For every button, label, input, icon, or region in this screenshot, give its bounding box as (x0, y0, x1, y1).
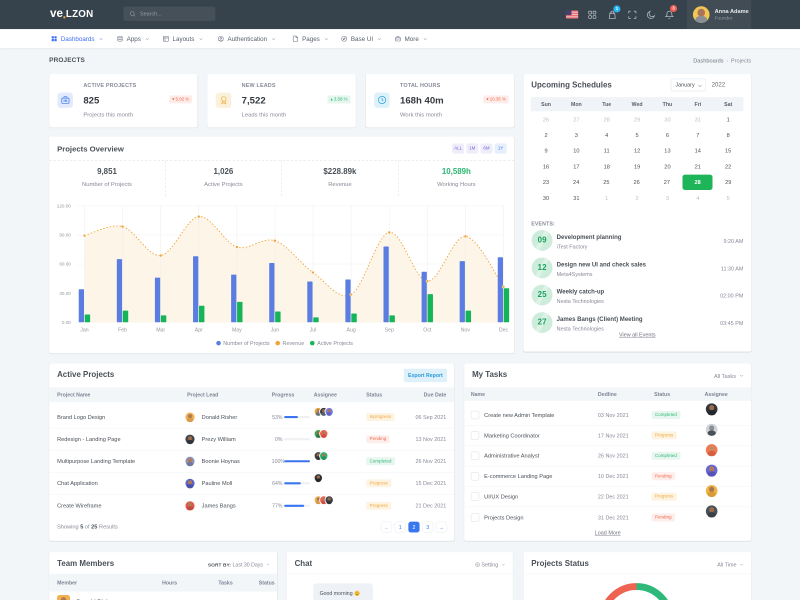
svg-text:Feb: Feb (118, 328, 127, 334)
svg-text:Aug: Aug (347, 328, 356, 334)
svg-text:Dec: Dec (499, 328, 509, 334)
svg-text:60.00: 60.00 (59, 262, 71, 267)
svg-text:Oct: Oct (423, 328, 432, 334)
svg-text:May: May (232, 328, 242, 334)
svg-text:120.00: 120.00 (57, 203, 71, 208)
svg-text:Apr: Apr (195, 328, 203, 334)
svg-text:90.00: 90.00 (59, 233, 71, 238)
svg-text:30.00: 30.00 (59, 291, 71, 296)
svg-text:Jun: Jun (271, 328, 279, 334)
svg-text:Sep: Sep (385, 328, 394, 334)
svg-text:Jan: Jan (80, 328, 88, 334)
svg-text:0.00: 0.00 (62, 320, 71, 325)
svg-text:Mar: Mar (156, 328, 165, 334)
svg-text:Jul: Jul (310, 328, 317, 334)
svg-text:Nov: Nov (461, 328, 471, 334)
